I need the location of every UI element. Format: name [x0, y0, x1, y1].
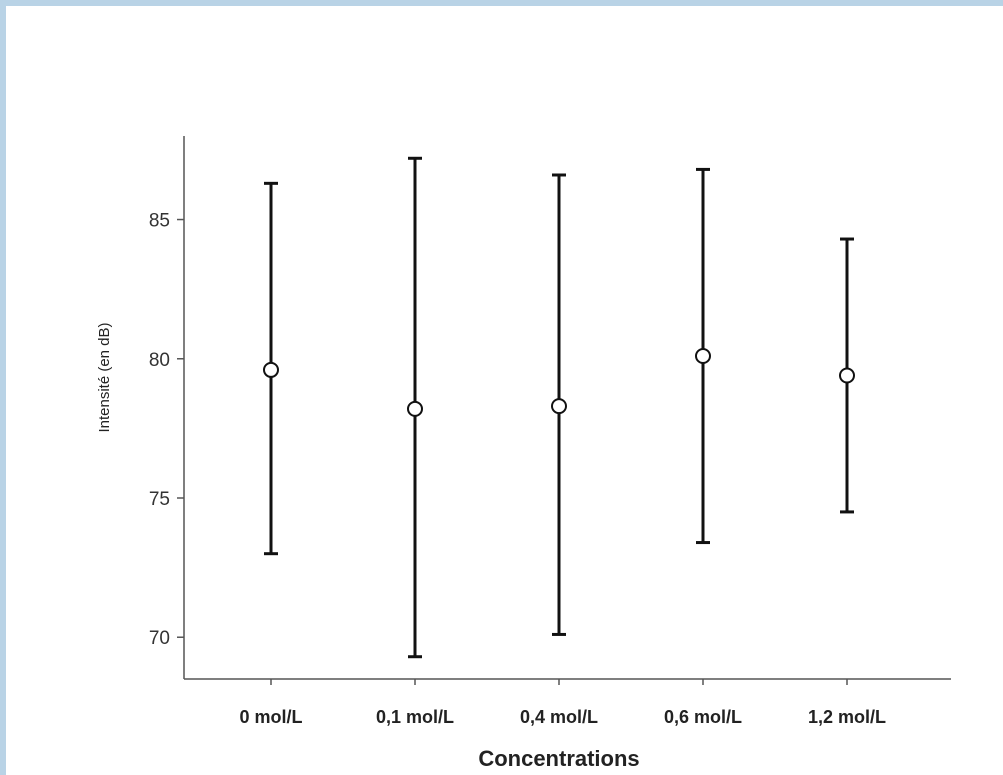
error-bar-chart: 70 75 80 85 0 mol/L 0,1 mol/L 0,4 mol/L 0,6 mo…: [96, 136, 951, 771]
y-tick-label: 75: [149, 489, 170, 510]
x-tick-label: 0 mol/L: [239, 707, 302, 727]
x-axis-title: Concentrations: [478, 746, 639, 771]
mean-point: [695, 347, 711, 364]
mean-point: [263, 361, 279, 378]
y-tick-label: 80: [149, 350, 170, 371]
x-tick-label: 1,2 mol/L: [808, 707, 886, 727]
x-tick-label: 0,4 mol/L: [520, 707, 598, 727]
mean-point: [839, 367, 855, 384]
y-axis-title: Intensité (en dB): [96, 322, 113, 432]
y-tick-label: 85: [149, 211, 170, 232]
mean-point: [551, 398, 567, 415]
mean-point: [407, 400, 423, 417]
x-tick-label: 0,1 mol/L: [376, 707, 454, 727]
plot-area: [263, 156, 855, 659]
x-axis-ticks: 0 mol/L 0,1 mol/L 0,4 mol/L 0,6 mol/L 1,2 mo…: [239, 679, 886, 727]
chart-frame: 70 75 80 85 0 mol/L 0,1 mol/L 0,4 mol/L 0,6 mo…: [6, 6, 1003, 775]
x-tick-label: 0,6 mol/L: [664, 707, 742, 727]
y-axis-ticks: 70 75 80 85: [149, 211, 184, 649]
y-tick-label: 70: [149, 628, 170, 649]
